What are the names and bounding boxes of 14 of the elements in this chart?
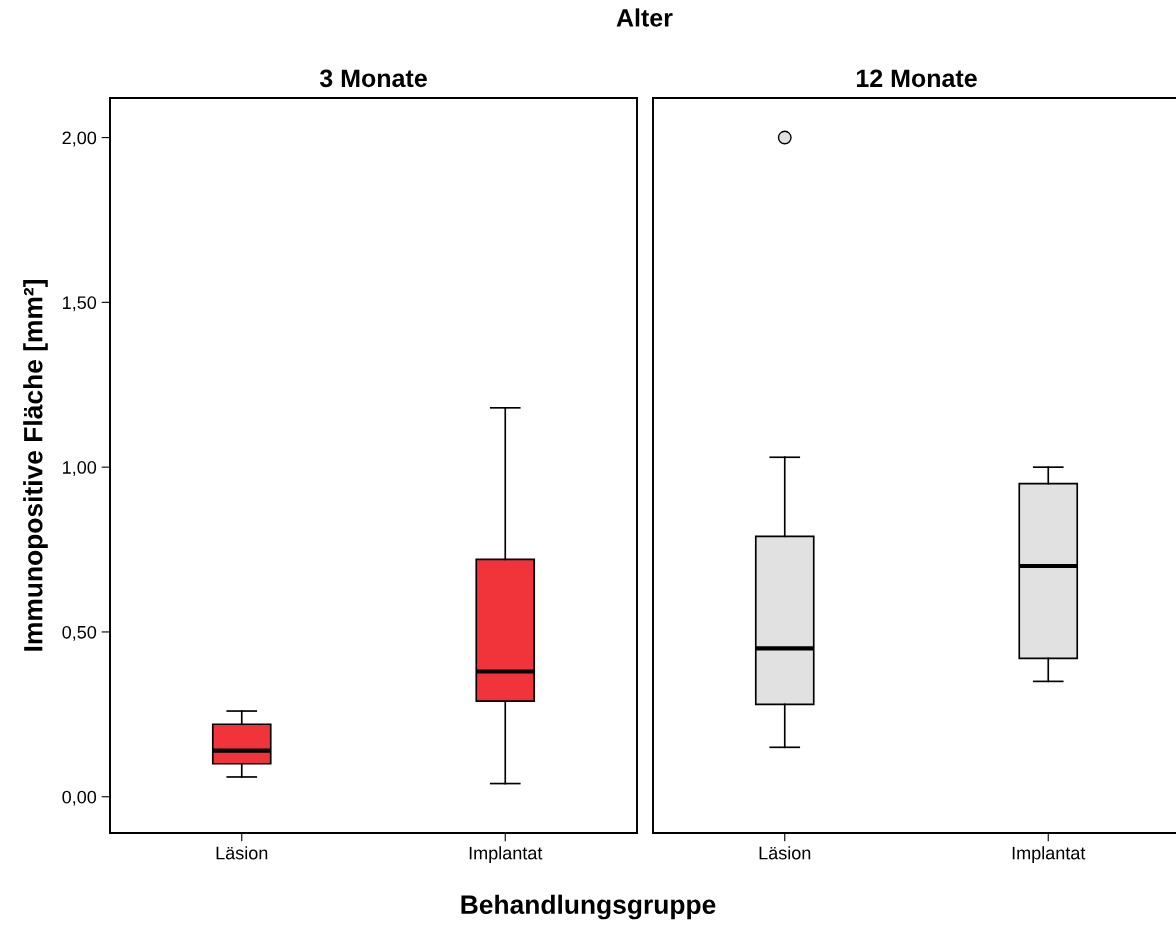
- y-axis-title: Immunopositive Fläche [mm²]: [23, 280, 48, 651]
- x-tick-label: Läsion: [759, 846, 811, 860]
- text: Alter: [616, 8, 673, 27]
- x-tick-label: Läsion: [216, 846, 268, 860]
- y-tick-label: 2,00: [62, 131, 97, 147]
- chart-title: 3 Monate: [319, 69, 427, 88]
- x-axis-title: Behandlungsgruppe: [461, 894, 716, 920]
- x-tick-label: Implantat: [469, 846, 543, 864]
- y-tick-label: 1,00: [63, 461, 97, 476]
- y-tick-label: 0,00: [62, 790, 97, 806]
- x-tick-label: Implantat: [1012, 846, 1086, 864]
- y-tick-label: 0,50: [62, 625, 97, 641]
- chart-title: 12 Monate: [856, 69, 977, 88]
- y-tick-label: 1,50: [63, 296, 97, 312]
